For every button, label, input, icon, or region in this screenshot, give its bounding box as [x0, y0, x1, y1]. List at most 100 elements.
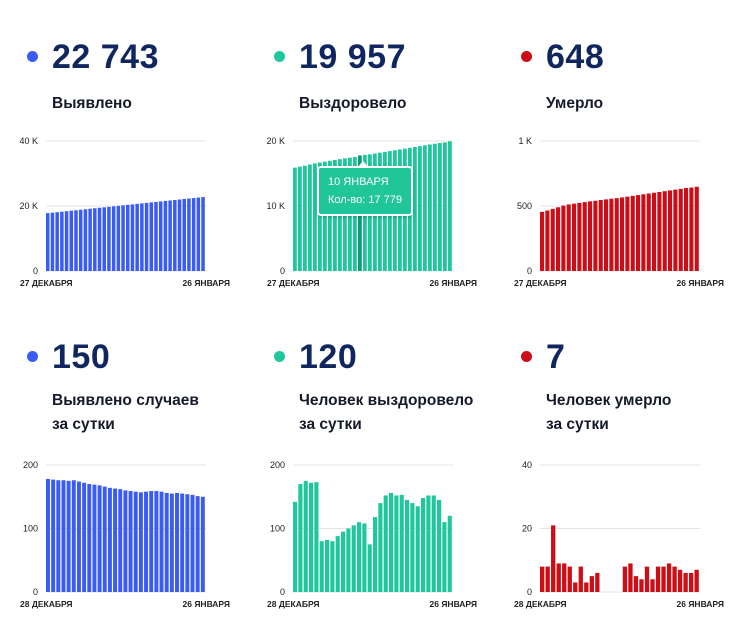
bar[interactable]	[121, 205, 125, 271]
bar[interactable]	[298, 166, 302, 271]
bar[interactable]	[678, 188, 683, 271]
bar[interactable]	[584, 582, 589, 592]
bar[interactable]	[614, 198, 619, 271]
bar[interactable]	[303, 165, 307, 271]
bar[interactable]	[66, 480, 71, 592]
bar[interactable]	[116, 205, 121, 271]
bar[interactable]	[582, 202, 587, 271]
bar[interactable]	[313, 163, 317, 271]
bar[interactable]	[144, 202, 149, 271]
bar[interactable]	[351, 525, 356, 592]
bar[interactable]	[319, 541, 324, 592]
bar[interactable]	[677, 569, 683, 592]
bar[interactable]	[595, 572, 600, 592]
bar[interactable]	[46, 478, 50, 592]
bar[interactable]	[177, 199, 182, 272]
bar[interactable]	[187, 198, 191, 271]
bar[interactable]	[378, 503, 383, 592]
bar[interactable]	[82, 482, 87, 592]
bar[interactable]	[428, 144, 432, 271]
bar[interactable]	[410, 503, 415, 592]
bar[interactable]	[650, 579, 655, 592]
bar[interactable]	[314, 482, 319, 592]
bar[interactable]	[335, 536, 340, 592]
bar[interactable]	[694, 569, 699, 592]
bar[interactable]	[689, 187, 694, 271]
bar[interactable]	[87, 484, 92, 592]
bar[interactable]	[93, 208, 97, 271]
bar[interactable]	[578, 566, 583, 592]
bar[interactable]	[149, 202, 154, 271]
bar[interactable]	[303, 480, 308, 592]
bar[interactable]	[684, 188, 689, 271]
bar[interactable]	[423, 145, 427, 271]
bar[interactable]	[138, 492, 143, 592]
bar[interactable]	[551, 525, 556, 592]
bar[interactable]	[97, 207, 102, 271]
bar[interactable]	[169, 493, 174, 592]
bar[interactable]	[383, 495, 388, 592]
bar[interactable]	[443, 142, 447, 271]
bar[interactable]	[69, 210, 74, 271]
bar[interactable]	[88, 208, 92, 271]
bar[interactable]	[182, 199, 186, 271]
bar[interactable]	[572, 203, 577, 271]
bar[interactable]	[567, 566, 572, 592]
bar[interactable]	[191, 198, 196, 271]
bar[interactable]	[673, 189, 678, 271]
bar[interactable]	[639, 579, 644, 592]
bar[interactable]	[61, 480, 66, 592]
bar[interactable]	[195, 496, 200, 592]
bar[interactable]	[625, 196, 630, 271]
bar[interactable]	[556, 563, 561, 592]
bar[interactable]	[76, 481, 81, 592]
bar[interactable]	[442, 522, 447, 592]
bar[interactable]	[128, 491, 133, 592]
bar[interactable]	[135, 203, 139, 271]
bar[interactable]	[573, 582, 578, 592]
bar[interactable]	[293, 167, 297, 271]
bar[interactable]	[448, 141, 452, 271]
bar[interactable]	[83, 209, 88, 271]
bar[interactable]	[196, 197, 201, 271]
bar[interactable]	[561, 205, 566, 271]
bar[interactable]	[130, 204, 135, 271]
bar[interactable]	[149, 491, 154, 592]
bar[interactable]	[185, 494, 190, 592]
bar[interactable]	[341, 531, 346, 592]
bar[interactable]	[415, 506, 420, 592]
bar[interactable]	[421, 498, 426, 592]
bar[interactable]	[308, 164, 312, 271]
bar[interactable]	[666, 563, 672, 592]
bar[interactable]	[154, 201, 158, 271]
bar[interactable]	[123, 490, 128, 592]
bar[interactable]	[367, 544, 372, 592]
bar[interactable]	[60, 211, 64, 271]
bar[interactable]	[107, 487, 112, 592]
bar[interactable]	[78, 209, 83, 271]
bar[interactable]	[672, 566, 677, 592]
bar[interactable]	[113, 488, 118, 592]
bar[interactable]	[154, 491, 159, 592]
bar[interactable]	[609, 198, 614, 271]
bar[interactable]	[622, 566, 628, 592]
bar[interactable]	[158, 201, 163, 271]
bar[interactable]	[346, 528, 351, 593]
bar[interactable]	[545, 566, 550, 592]
bar[interactable]	[438, 143, 442, 271]
bar[interactable]	[577, 202, 582, 271]
bar[interactable]	[318, 162, 322, 271]
bar[interactable]	[362, 523, 367, 592]
bar[interactable]	[545, 210, 550, 271]
bar[interactable]	[190, 494, 195, 592]
bar[interactable]	[97, 485, 102, 592]
bar[interactable]	[159, 491, 164, 592]
bar[interactable]	[598, 200, 603, 271]
bar[interactable]	[641, 194, 646, 271]
bar[interactable]	[111, 206, 116, 271]
bar[interactable]	[74, 210, 78, 271]
bar[interactable]	[107, 206, 111, 271]
bar[interactable]	[309, 482, 314, 592]
bar[interactable]	[694, 186, 699, 271]
bar[interactable]	[164, 492, 169, 592]
